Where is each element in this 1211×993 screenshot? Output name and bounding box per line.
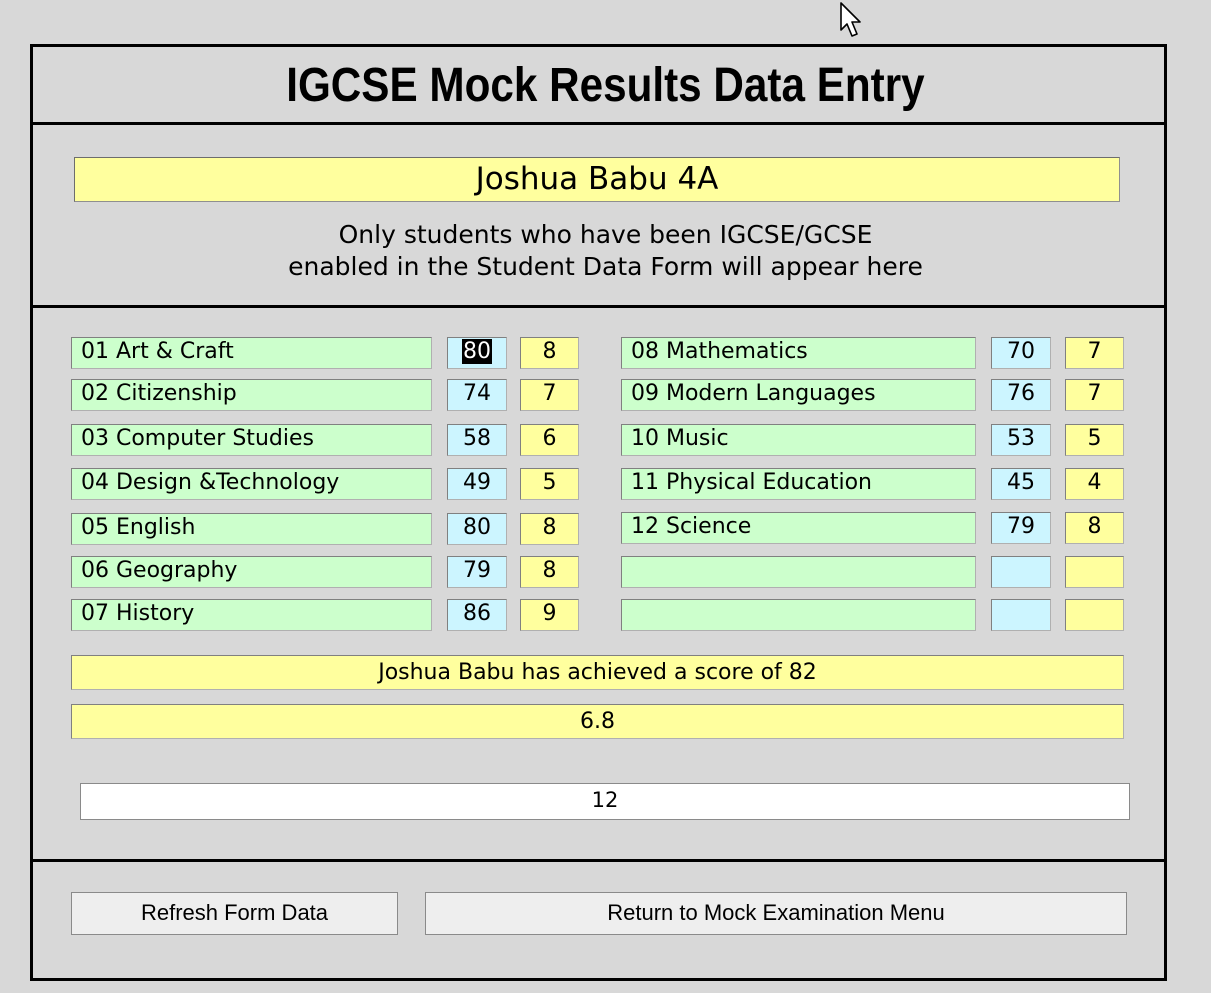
subject-name-field [621, 556, 976, 588]
grade-field: 8 [520, 337, 579, 369]
mark-input[interactable] [991, 556, 1051, 588]
enabled-note-line-1: Only students who have been IGCSE/GCSE [338, 220, 873, 249]
mark-input[interactable]: 53 [991, 424, 1051, 456]
subject-name-field: 01 Art & Craft [71, 337, 432, 369]
grade-field: 4 [1065, 468, 1124, 500]
mark-input[interactable]: 45 [991, 468, 1051, 500]
mark-input[interactable] [991, 599, 1051, 631]
mark-input[interactable]: 58 [447, 424, 507, 456]
mouse-pointer-icon [840, 2, 861, 37]
grade-field: 7 [520, 379, 579, 411]
student-name-field[interactable]: Joshua Babu 4A [74, 157, 1120, 202]
grade-field: 9 [520, 599, 579, 631]
refresh-form-data-button[interactable]: Refresh Form Data [71, 892, 398, 935]
grade-field: 5 [520, 468, 579, 500]
mark-input[interactable]: 70 [991, 337, 1051, 369]
subject-name-field: 03 Computer Studies [71, 424, 432, 456]
mark-input[interactable]: 79 [991, 512, 1051, 544]
mark-input[interactable]: 79 [447, 556, 507, 588]
subject-name-field: 12 Science [621, 512, 976, 544]
return-to-menu-button[interactable]: Return to Mock Examination Menu [425, 892, 1127, 935]
grade-field: 7 [1065, 337, 1124, 369]
subject-name-field: 08 Mathematics [621, 337, 976, 369]
subject-name-field: 02 Citizenship [71, 379, 432, 411]
mark-input[interactable]: 86 [447, 599, 507, 631]
subject-count-field: 12 [80, 783, 1130, 820]
selected-mark-text: 80 [462, 339, 492, 364]
subject-name-field: 09 Modern Languages [621, 379, 976, 411]
grade-field: 8 [1065, 512, 1124, 544]
grade-field [1065, 556, 1124, 588]
form-title: IGCSE Mock Results Data Entry [286, 59, 925, 112]
enabled-note-line-2: enabled in the Student Data Form will ap… [288, 252, 923, 281]
subject-name-field [621, 599, 976, 631]
title-divider [33, 122, 1164, 125]
mark-input[interactable]: 80 [447, 337, 507, 369]
subject-name-field: 10 Music [621, 424, 976, 456]
subject-name-field: 07 History [71, 599, 432, 631]
mark-input[interactable]: 74 [447, 379, 507, 411]
grade-field: 8 [520, 556, 579, 588]
grade-field: 7 [1065, 379, 1124, 411]
grade-field: 8 [520, 513, 579, 545]
grade-field: 6 [520, 424, 579, 456]
grade-field [1065, 599, 1124, 631]
header-divider [33, 305, 1164, 308]
mark-input[interactable]: 76 [991, 379, 1051, 411]
mark-input[interactable]: 80 [447, 513, 507, 545]
subject-name-field: 11 Physical Education [621, 468, 976, 500]
subject-name-field: 06 Geography [71, 556, 432, 588]
subject-name-field: 04 Design &Technology [71, 468, 432, 500]
mark-input[interactable]: 49 [447, 468, 507, 500]
grade-field: 5 [1065, 424, 1124, 456]
average-grade-field: 6.8 [71, 704, 1124, 739]
score-summary-field: Joshua Babu has achieved a score of 82 [71, 655, 1124, 690]
footer-divider [33, 859, 1164, 862]
subject-name-field: 05 English [71, 513, 432, 545]
